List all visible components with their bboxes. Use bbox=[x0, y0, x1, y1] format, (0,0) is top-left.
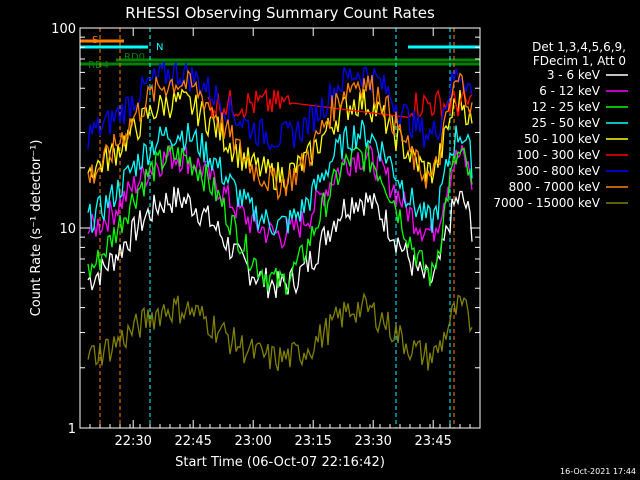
timestamp: 16-Oct-2021 17:44 bbox=[560, 467, 636, 476]
y-tick-label: 10 bbox=[59, 222, 76, 237]
x-axis: 22:30 22:45 23:00 23:15 23:30 23:45 bbox=[79, 28, 481, 449]
legend-entry: 25 - 50 keV bbox=[532, 116, 601, 130]
legend-entry: 50 - 100 keV bbox=[524, 132, 601, 146]
x-tick-label: 23:15 bbox=[294, 434, 331, 449]
series-line bbox=[87, 292, 473, 371]
x-tick-label: 22:30 bbox=[114, 434, 151, 449]
y-tick-label: 1 bbox=[68, 422, 76, 437]
legend: Det 1,3,4,5,6,9,FDecim 1, Att 03 - 6 keV… bbox=[493, 40, 628, 210]
legend-entry: 800 - 7000 keV bbox=[509, 180, 601, 194]
series-line bbox=[87, 144, 473, 250]
series-line bbox=[87, 142, 473, 295]
legend-entry: 100 - 300 keV bbox=[516, 148, 600, 162]
flag-label: RD0 bbox=[124, 52, 145, 63]
x-tick-label: 23:45 bbox=[414, 434, 451, 449]
y-axis: 1 10 100 bbox=[51, 22, 480, 437]
x-tick-label: 23:30 bbox=[354, 434, 391, 449]
series-line bbox=[87, 186, 473, 299]
x-axis-label: Start Time (06-Oct-07 22:16:42) bbox=[175, 455, 385, 470]
legend-entry: 3 - 6 keV bbox=[547, 68, 601, 82]
series-line bbox=[87, 119, 473, 236]
legend-entry: 12 - 25 keV bbox=[532, 100, 601, 114]
series-layer bbox=[87, 61, 473, 371]
x-tick-label: 22:45 bbox=[174, 434, 211, 449]
chart-title: RHESSI Observing Summary Count Rates bbox=[125, 4, 435, 22]
legend-header: Det 1,3,4,5,6,9, bbox=[532, 40, 626, 54]
legend-entry: 300 - 800 keV bbox=[516, 164, 600, 178]
y-axis-label: Count Rate (s⁻¹ detector⁻¹) bbox=[29, 140, 44, 317]
series-line bbox=[87, 88, 473, 191]
series-line bbox=[87, 69, 473, 201]
series-line bbox=[87, 61, 473, 152]
flag-label: S bbox=[92, 35, 98, 46]
legend-entry: 7000 - 15000 keV bbox=[493, 196, 600, 210]
flag-label: RD4 bbox=[88, 60, 109, 71]
legend-header: FDecim 1, Att 0 bbox=[533, 54, 626, 68]
x-tick-label: 23:00 bbox=[234, 434, 271, 449]
legend-entry: 6 - 12 keV bbox=[539, 84, 601, 98]
flag-label: N bbox=[156, 42, 163, 53]
y-tick-label: 100 bbox=[51, 22, 76, 37]
